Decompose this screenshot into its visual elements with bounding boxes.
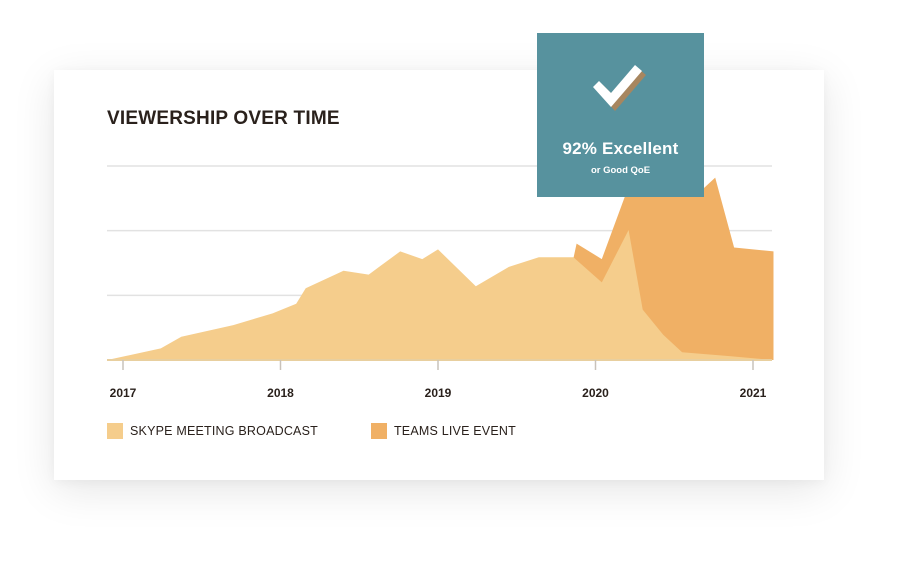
legend-swatch-skype xyxy=(107,423,123,439)
chart-areas xyxy=(107,150,774,360)
x-tick-label: 2020 xyxy=(582,386,609,400)
x-tick-label: 2017 xyxy=(110,386,137,400)
qoe-subtitle: or Good QoE xyxy=(590,165,651,176)
legend-swatch-teams xyxy=(370,423,387,439)
x-tick-label: 2018 xyxy=(267,386,294,400)
qoe-badge: 92% Excellent or Good QoE xyxy=(537,33,704,197)
legend-label-teams: TEAMS LIVE EVENT xyxy=(393,424,516,438)
x-axis-ticks: 2017 2018 2019 2020 2021 xyxy=(110,360,767,400)
x-tick-label: 2021 xyxy=(740,386,767,400)
chart-title: VIEWERSHIP OVER TIME xyxy=(107,108,340,129)
legend-item-skype: SKYPE MEETING BROADCAST xyxy=(107,423,318,439)
checkmark-icon xyxy=(593,65,646,111)
qoe-percentage: 92% Excellent xyxy=(562,139,679,158)
legend-item-teams: TEAMS LIVE EVENT xyxy=(370,423,516,439)
legend-label-skype: SKYPE MEETING BROADCAST xyxy=(130,424,318,438)
x-tick-label: 2019 xyxy=(425,386,452,400)
legend: SKYPE MEETING BROADCAST TEAMS LIVE EVENT xyxy=(107,423,569,439)
series-area-skype xyxy=(107,230,774,360)
